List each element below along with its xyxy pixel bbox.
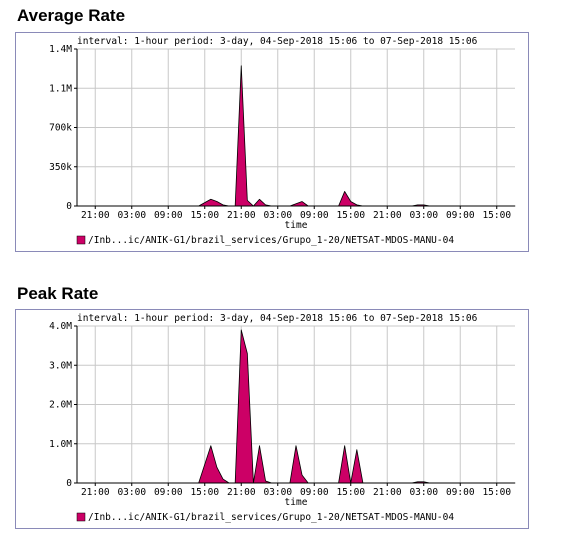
y-tick-label: 4.0M <box>49 321 72 332</box>
x-tick-label: 21:00 <box>227 210 256 221</box>
y-tick-label: 2.0M <box>49 400 72 411</box>
average-rate-heading: Average Rate <box>17 6 126 25</box>
average-rate-panel: interval: 1-hour period: 3-day, 04-Sep-2… <box>15 32 529 252</box>
x-tick-label: 03:00 <box>409 210 438 221</box>
x-tick-label: 15:00 <box>336 487 365 498</box>
y-tick-label: 1.0M <box>49 439 72 450</box>
peak-rate-panel: interval: 1-hour period: 3-day, 04-Sep-2… <box>15 309 529 529</box>
legend-swatch <box>76 512 86 522</box>
legend-label: /Inb...ic/ANIK-G1/brazil_services/Grupo_… <box>88 235 454 246</box>
x-tick-label: 15:00 <box>336 210 365 221</box>
legend-label: /Inb...ic/ANIK-G1/brazil_services/Grupo_… <box>88 512 454 523</box>
y-tick-label: 0 <box>66 201 72 212</box>
info-text: interval: 1-hour period: 3-day, 04-Sep-2… <box>77 313 478 324</box>
x-tick-label: 15:00 <box>190 210 219 221</box>
x-tick-label: 15:00 <box>482 487 511 498</box>
x-axis-label: time <box>285 497 308 508</box>
x-tick-label: 15:00 <box>190 487 219 498</box>
y-tick-label: 1.1M <box>49 83 72 94</box>
legend-swatch <box>76 235 86 245</box>
x-tick-label: 09:00 <box>154 210 183 221</box>
x-tick-label: 03:00 <box>263 487 292 498</box>
x-tick-label: 03:00 <box>409 487 438 498</box>
x-tick-label: 03:00 <box>263 210 292 221</box>
x-tick-label: 15:00 <box>482 210 511 221</box>
x-tick-label: 09:00 <box>446 487 475 498</box>
x-tick-label: 09:00 <box>154 487 183 498</box>
x-tick-label: 09:00 <box>300 487 329 498</box>
y-tick-label: 3.0M <box>49 360 72 371</box>
x-tick-label: 09:00 <box>300 210 329 221</box>
peak-rate-chart: interval: 1-hour period: 3-day, 04-Sep-2… <box>49 313 516 523</box>
info-text: interval: 1-hour period: 3-day, 04-Sep-2… <box>77 36 478 47</box>
x-tick-label: 21:00 <box>227 487 256 498</box>
x-tick-label: 03:00 <box>117 210 146 221</box>
x-tick-label: 21:00 <box>373 210 402 221</box>
x-tick-label: 21:00 <box>81 210 110 221</box>
y-tick-label: 700k <box>49 123 72 134</box>
x-tick-label: 09:00 <box>446 210 475 221</box>
average-rate-chart: interval: 1-hour period: 3-day, 04-Sep-2… <box>49 36 516 246</box>
x-axis-label: time <box>285 220 308 231</box>
y-tick-label: 350k <box>49 162 72 173</box>
x-tick-label: 03:00 <box>117 487 146 498</box>
y-tick-label: 0 <box>66 478 72 489</box>
x-tick-label: 21:00 <box>373 487 402 498</box>
x-tick-label: 21:00 <box>81 487 110 498</box>
y-tick-label: 1.4M <box>49 44 72 55</box>
peak-rate-heading: Peak Rate <box>17 284 99 303</box>
